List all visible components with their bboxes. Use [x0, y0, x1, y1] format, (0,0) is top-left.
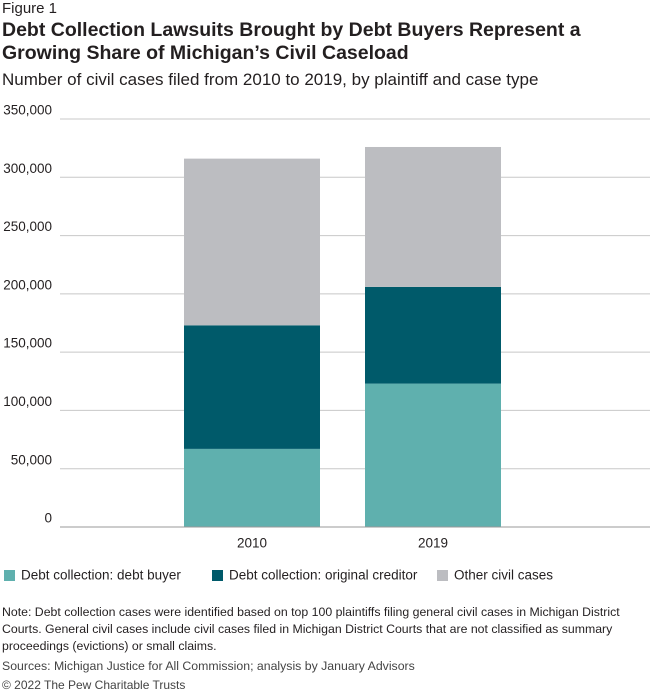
y-tick-label: 100,000: [3, 394, 52, 409]
bar-segment: [184, 158, 320, 326]
y-tick-label: 350,000: [3, 103, 52, 118]
y-tick-label: 0: [44, 511, 52, 526]
sources: Sources: Michigan Justice for All Commis…: [2, 659, 415, 673]
y-tick-label: 250,000: [3, 219, 52, 234]
bar-segment: [365, 383, 501, 527]
y-tick-label: 150,000: [3, 336, 52, 351]
legend-label: Debt collection: original creditor: [229, 568, 418, 583]
copyright: © 2022 The Pew Charitable Trusts: [2, 678, 186, 692]
bar-segment: [184, 325, 320, 449]
legend-swatch: [212, 570, 223, 581]
bar-segment: [184, 448, 320, 527]
y-tick-label: 300,000: [3, 161, 52, 176]
chart-subtitle: Number of civil cases filed from 2010 to…: [2, 70, 539, 89]
chart: 0 50,000 100,000 150,000 200,000 250,000 300,0…: [3, 103, 650, 583]
bar-segment: [365, 146, 501, 287]
note: Note: Debt collection cases were identif…: [2, 605, 620, 653]
chart-title: Debt Collection Lawsuits Brought by Debt…: [2, 19, 581, 64]
x-tick-label: 2010: [237, 536, 267, 551]
legend-swatch: [437, 570, 448, 581]
x-tick-label: 2019: [418, 536, 448, 551]
y-tick-label: 50,000: [11, 452, 52, 467]
figure-label: Figure 1: [2, 0, 58, 17]
bar-segment: [365, 286, 501, 384]
y-tick-label: 200,000: [3, 277, 52, 292]
legend-label: Other civil cases: [454, 568, 553, 583]
legend-label: Debt collection: debt buyer: [21, 568, 181, 583]
legend-swatch: [4, 570, 15, 581]
